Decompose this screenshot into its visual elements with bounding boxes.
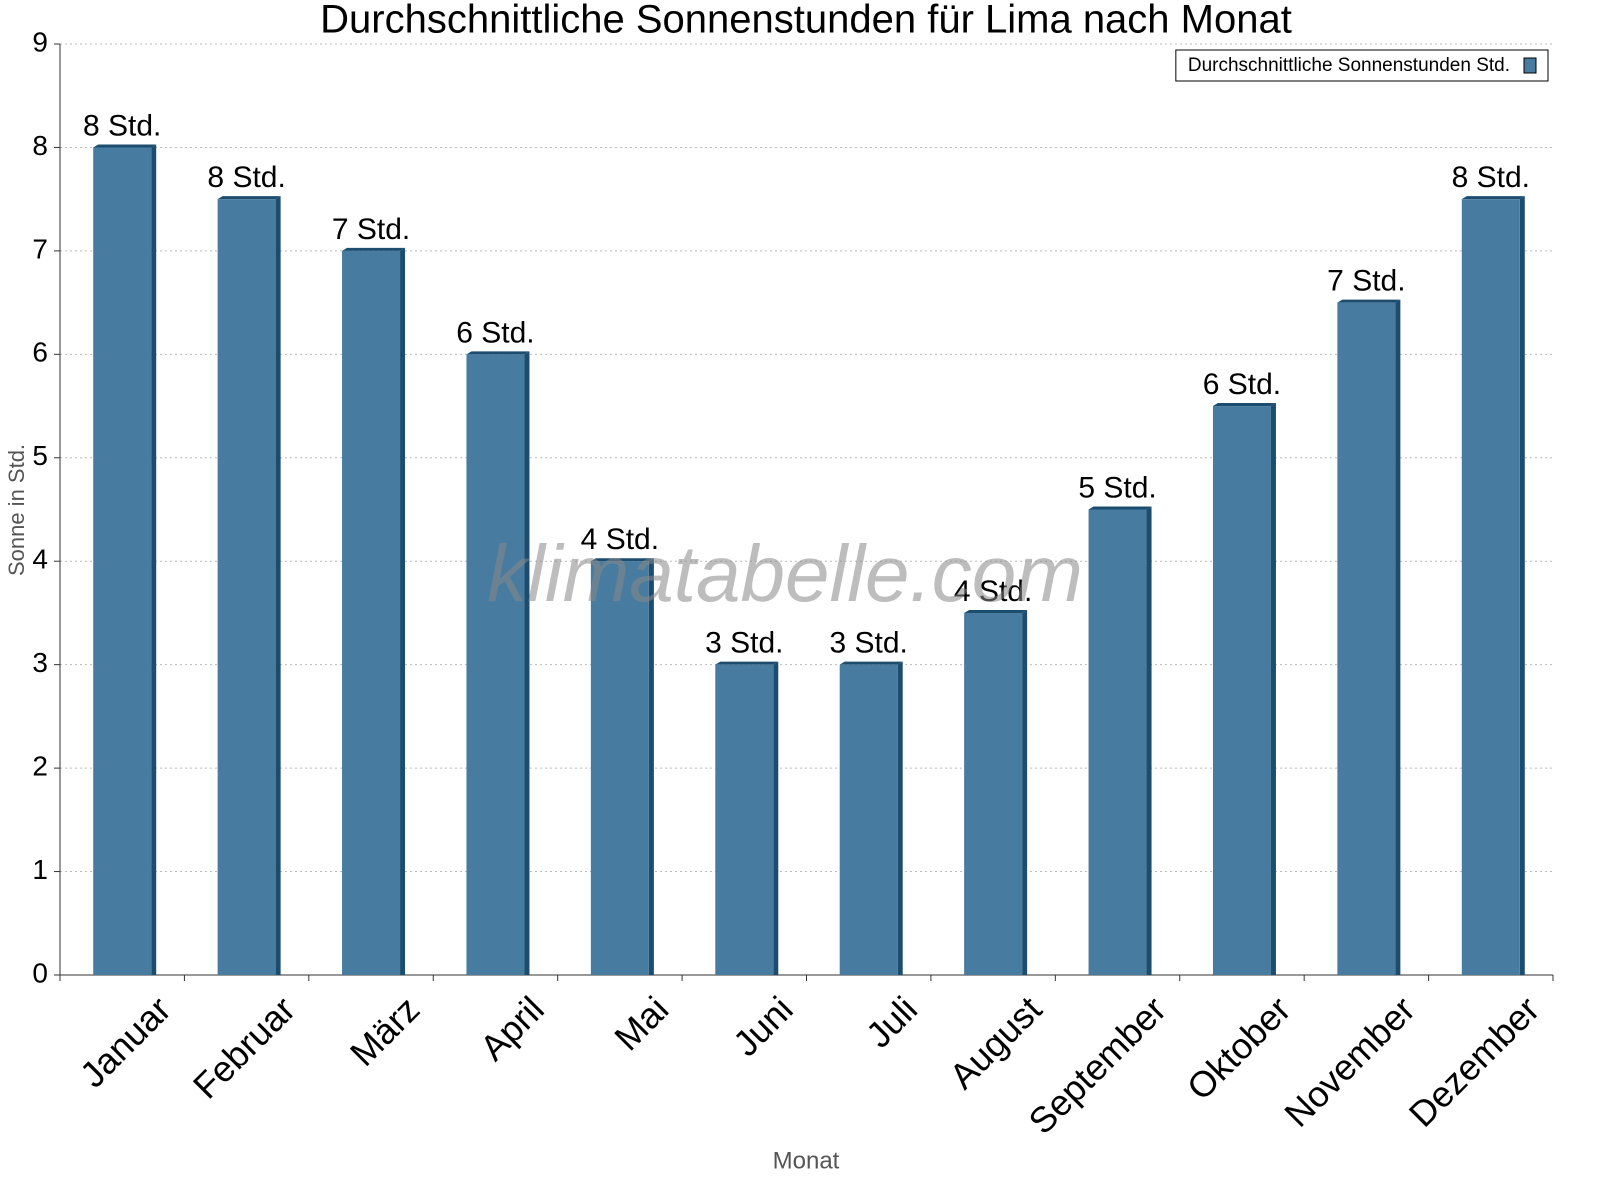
x-tick-label: April xyxy=(472,988,552,1068)
legend-swatch xyxy=(1523,57,1537,74)
bar-side xyxy=(897,661,903,975)
y-tick-label: 8 xyxy=(32,130,48,161)
x-tick-label: August xyxy=(941,988,1049,1096)
bar xyxy=(590,561,649,975)
bar-top xyxy=(590,558,654,562)
bar xyxy=(839,664,898,975)
bar-side xyxy=(1146,506,1152,975)
bar xyxy=(93,147,152,975)
bar xyxy=(1212,406,1271,975)
x-tick-label: Dezember xyxy=(1401,988,1547,1134)
bar-top xyxy=(93,144,157,148)
y-tick-label: 0 xyxy=(32,957,48,988)
value-label: 6 Std. xyxy=(456,316,534,349)
value-label: 7 Std. xyxy=(332,213,410,246)
bar-top xyxy=(1461,196,1525,200)
value-label: 8 Std. xyxy=(83,109,161,142)
bar-top xyxy=(342,247,406,251)
x-tick-label: März xyxy=(342,988,428,1074)
x-tick-label: Oktober xyxy=(1179,988,1299,1108)
bar xyxy=(1337,302,1396,976)
value-label: 4 Std. xyxy=(581,523,659,556)
value-label: 8 Std. xyxy=(1452,161,1530,194)
bar-top xyxy=(964,609,1028,613)
bar-top xyxy=(1212,403,1276,407)
value-label: 5 Std. xyxy=(1078,471,1156,504)
bar-side xyxy=(1022,609,1028,975)
bar-top xyxy=(217,196,281,200)
y-tick-label: 4 xyxy=(32,544,48,575)
bar xyxy=(1461,199,1520,975)
y-tick-label: 5 xyxy=(32,440,48,471)
x-tick-label: Mai xyxy=(606,988,676,1058)
legend-label: Durchschnittliche Sonnenstunden Std. xyxy=(1188,55,1510,76)
value-label: 4 Std. xyxy=(954,575,1032,608)
bar-top xyxy=(1088,506,1152,510)
value-label: 7 Std. xyxy=(1327,265,1405,298)
x-tick-label: Juli xyxy=(858,988,925,1055)
y-tick-label: 7 xyxy=(32,233,48,264)
bar-side xyxy=(648,558,654,975)
x-tick-label: Februar xyxy=(185,988,303,1106)
value-label: 3 Std. xyxy=(705,627,783,660)
bar xyxy=(466,354,525,975)
bar-top xyxy=(715,661,779,665)
bar xyxy=(342,250,401,975)
bar xyxy=(1088,509,1147,975)
y-tick-label: 9 xyxy=(32,26,48,57)
x-tick-label: Januar xyxy=(72,988,179,1095)
bar-side xyxy=(151,144,157,975)
bar-top xyxy=(839,661,903,665)
bar-top xyxy=(1337,299,1401,303)
bar xyxy=(217,199,276,975)
value-label: 6 Std. xyxy=(1203,368,1281,401)
bar xyxy=(715,664,774,975)
watermark: klimatabelle.com xyxy=(487,529,1083,618)
x-tick-label: Juni xyxy=(725,988,801,1064)
bar xyxy=(964,612,1023,975)
y-tick-label: 3 xyxy=(32,647,48,678)
bar-side xyxy=(524,351,530,975)
bar-side xyxy=(400,247,406,975)
chart-title: Durchschnittliche Sonnenstunden für Lima… xyxy=(320,0,1292,42)
value-label: 3 Std. xyxy=(830,627,908,660)
x-axis-title: Monat xyxy=(773,1147,840,1174)
bar-side xyxy=(773,661,779,975)
y-tick-label: 6 xyxy=(32,337,48,368)
legend: Durchschnittliche Sonnenstunden Std. xyxy=(1175,49,1549,82)
y-tick-label: 1 xyxy=(32,854,48,885)
x-tick-label: November xyxy=(1276,988,1422,1134)
bar-side xyxy=(1395,299,1401,976)
value-label: 8 Std. xyxy=(207,161,285,194)
y-tick-label: 2 xyxy=(32,751,48,782)
bar-side xyxy=(1519,196,1525,975)
bar-side xyxy=(1270,403,1276,975)
y-axis-title: Sonne in Std. xyxy=(4,444,29,576)
legend-box xyxy=(1175,49,1549,82)
bar-side xyxy=(275,196,281,975)
bar-top xyxy=(466,351,530,355)
